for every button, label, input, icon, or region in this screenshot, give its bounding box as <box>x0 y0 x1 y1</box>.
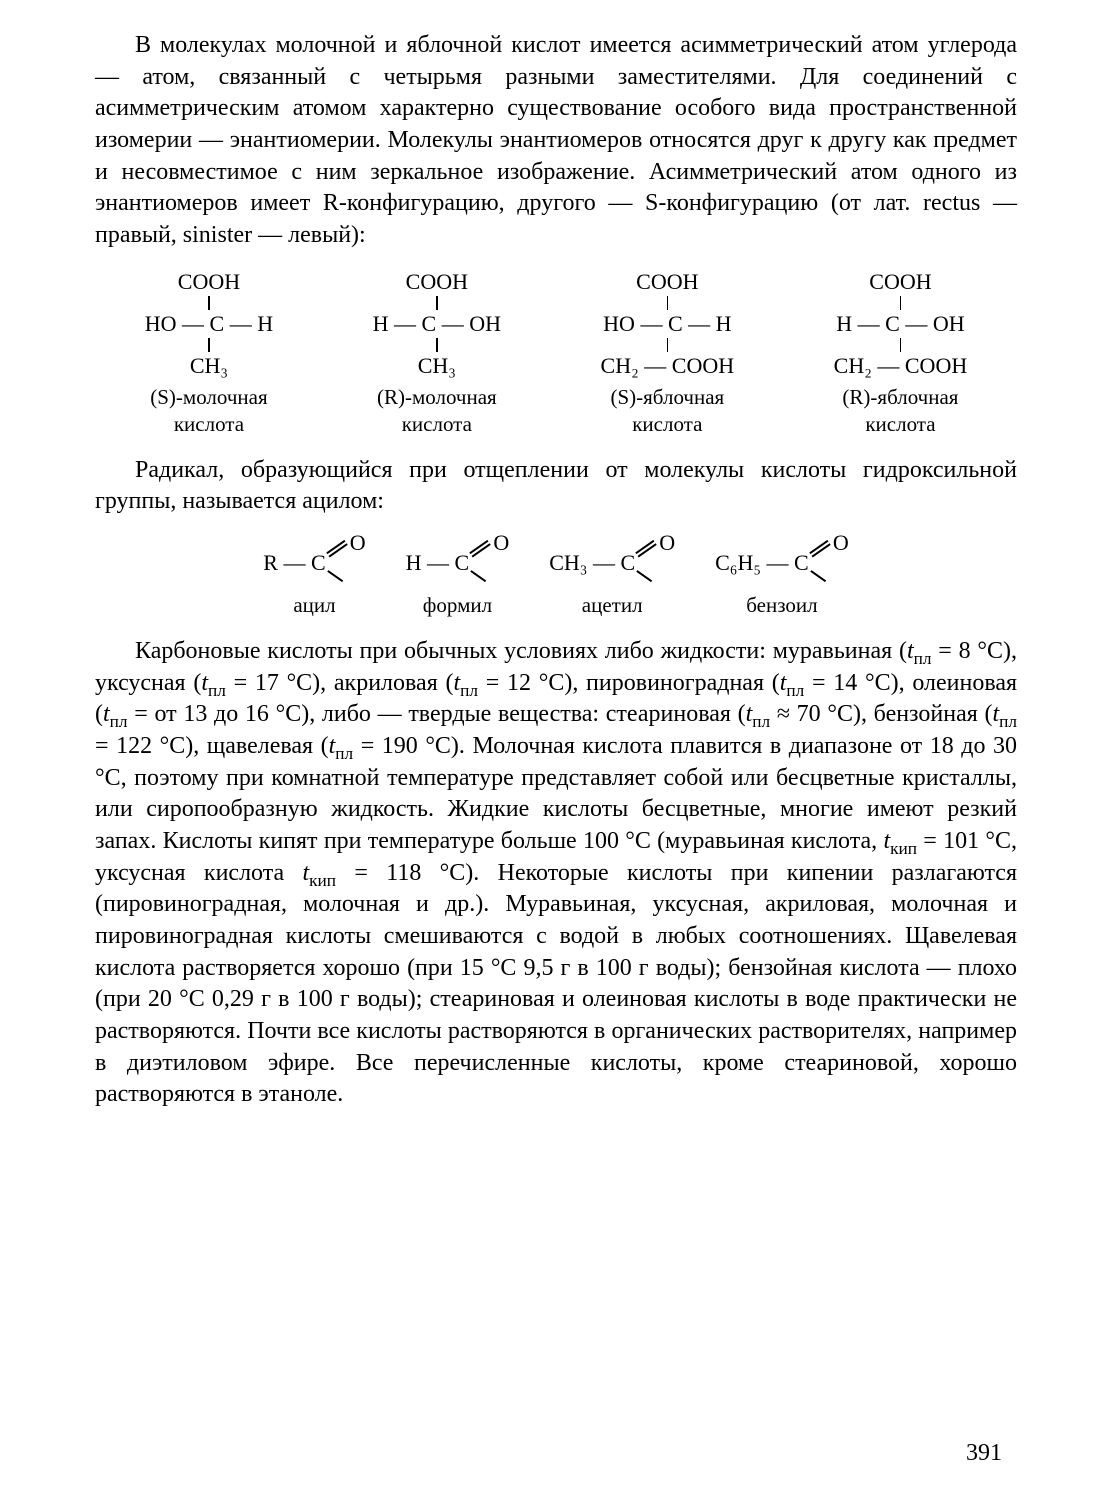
bond-icon <box>436 296 438 310</box>
acyl-structure: CH₃ — C O ацетил <box>549 532 675 620</box>
chem-mid: H — C — OH <box>836 312 964 336</box>
acyl-formula: CH₃ — C O <box>549 532 675 592</box>
double-bond-icon: O <box>809 532 849 592</box>
chem-bottom: CH₂ — COOH <box>601 354 735 378</box>
acyl-label: ацил <box>293 592 335 620</box>
acyl-formula: C₆H₅ — C O <box>715 532 849 592</box>
double-bond-icon: O <box>635 532 675 592</box>
chem-mid: HO — C — H <box>603 312 731 336</box>
double-bond-icon: O <box>469 532 509 592</box>
acyl-structures-row: R — C O ацил H — C O формил CH₃ — C O <box>95 532 1017 620</box>
bond-icon <box>208 296 210 310</box>
structure-r-lactic: COOH H — C — OH CH₃ (R)-молочная кислота <box>373 270 501 437</box>
paragraph-1: В молекулах молочной и яблочной кислот и… <box>95 30 1017 252</box>
acyl-structure: C₆H₅ — C O бензоил <box>715 532 849 620</box>
bond-icon <box>208 338 210 352</box>
double-bond-icon: O <box>326 532 366 592</box>
chem-top: COOH <box>869 270 931 294</box>
bond-icon <box>667 338 669 352</box>
chem-bottom: CH₂ — COOH <box>834 354 968 378</box>
acyl-structure: H — C O формил <box>406 532 510 620</box>
structure-label: (S)-яблочная кислота <box>610 384 724 437</box>
structure-s-lactic: COOH HO — C — H CH₃ (S)-молочная кислота <box>145 270 273 437</box>
bond-icon <box>900 296 902 310</box>
chem-mid: H — C — OH <box>373 312 501 336</box>
bond-icon <box>436 338 438 352</box>
chem-top: COOH <box>406 270 468 294</box>
structure-label: (R)-яблочная кислота <box>842 384 958 437</box>
structure-r-malic: COOH H — C — OH CH₂ — COOH (R)-яблочная … <box>834 270 968 437</box>
structure-label: (R)-молочная кислота <box>377 384 497 437</box>
bond-icon <box>667 296 669 310</box>
acyl-formula: R — C O <box>263 532 365 592</box>
chem-top: COOH <box>636 270 698 294</box>
chem-bottom: CH₃ <box>418 354 456 378</box>
acyl-formula: H — C O <box>406 532 510 592</box>
page-number: 391 <box>966 1438 1002 1470</box>
paragraph-3: Карбоновые кислоты при обычных условиях … <box>95 636 1017 1111</box>
acyl-label: формил <box>423 592 492 620</box>
paragraph-2: Радикал, образующийся при отщеплении от … <box>95 455 1017 518</box>
acyl-structure: R — C O ацил <box>263 532 365 620</box>
bond-icon <box>900 338 902 352</box>
structure-s-malic: COOH HO — C — H CH₂ — COOH (S)-яблочная … <box>601 270 735 437</box>
chem-mid: HO — C — H <box>145 312 273 336</box>
structure-label: (S)-молочная кислота <box>150 384 267 437</box>
chem-top: COOH <box>178 270 240 294</box>
acyl-label: бензоил <box>746 592 817 620</box>
acyl-label: ацетил <box>582 592 643 620</box>
chem-bottom: CH₃ <box>190 354 228 378</box>
enantiomer-structures-row: COOH HO — C — H CH₃ (S)-молочная кислота… <box>95 270 1017 437</box>
